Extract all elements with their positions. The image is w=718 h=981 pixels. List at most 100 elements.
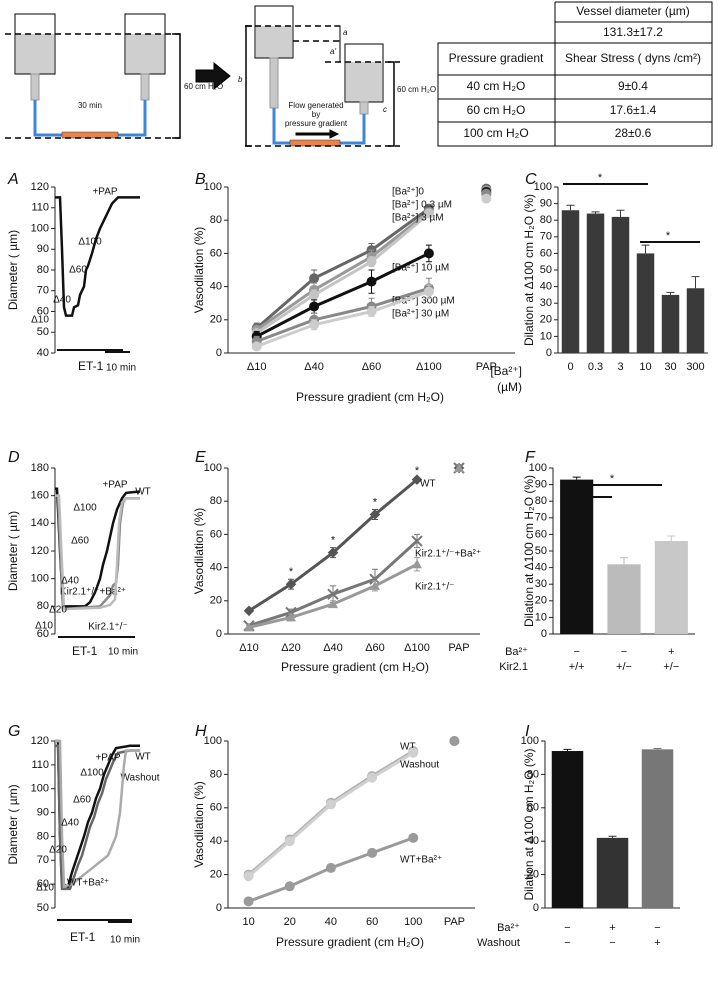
table-column: Pressure gradient [449,51,544,65]
trace [55,196,140,317]
y-tick-label: 100 [521,735,539,747]
row-value: +/+ [569,661,585,673]
legend-label: [Ba²⁺] 3 µM [392,213,444,224]
legend-label: Kir2.1⁺/⁻ [415,582,454,593]
row-value: + [654,937,660,949]
significance: * [373,496,378,508]
table-grid [437,1,713,147]
y-tick-label: 50 [37,326,49,338]
y-tick-label: 60 [540,247,552,259]
marker [367,847,378,858]
y-tick-label: 80 [540,214,552,226]
x-tick-label: 10 [242,916,254,928]
flow-label: Flow generated [288,101,343,110]
y-tick-label: 20 [210,869,222,881]
y-tick-label: 80 [37,830,49,842]
marker [411,474,423,485]
height-a: a [343,28,348,37]
y-tick-label: 110 [31,759,49,771]
row-value: − [654,922,660,934]
y-tick-label: 20 [535,595,547,607]
bracket [334,40,341,62]
y-tick-label: 10 [540,330,552,342]
y-tick-label: 20 [527,869,539,881]
y-tick-label: 100 [31,783,49,795]
y-tick-label: 80 [37,264,49,276]
legend-label: Kir2.1⁺/⁻ [88,622,127,633]
scale-label: 10 min [110,935,140,946]
bar [607,564,641,634]
marker [366,306,377,317]
reservoir-fluid [256,26,292,58]
bracket [245,25,252,147]
row-value: + [668,646,674,658]
y-axis-label: Vasodilation (%) [192,227,206,313]
marker [284,836,295,847]
annotation: Δ60 [71,536,89,547]
x-tick-label: 60 [366,916,378,928]
annotation: Δ60 [73,795,91,806]
marker [243,896,254,907]
marker [244,622,254,632]
scale-label: 10 min [108,647,138,658]
bar [654,541,688,634]
height-bracket [172,33,181,139]
panel-letter: H [195,723,207,740]
significance: * [598,172,603,184]
y-tick-label: 50 [37,902,49,914]
panel-letter: B [195,171,206,188]
marker [327,547,339,558]
error-bar [566,204,575,211]
y-tick-label: 40 [540,281,552,293]
marker [309,289,320,300]
y-tick-label: 60 [210,802,222,814]
scale-label: 10 min [106,363,136,374]
legend-label: WT [400,742,416,753]
panel-letter: I [525,723,530,740]
y-tick-label: 60 [527,802,539,814]
y-tick-label: 0 [216,902,222,914]
row-value: +/− [663,661,679,673]
x-tick-label: Δ60 [362,361,382,373]
height-label: 60 cm H₂O [397,85,436,94]
y-tick-label: 40 [527,835,539,847]
x-tick-label: Δ60 [365,642,385,654]
row-value: − [564,937,570,949]
y-tick-label: 40 [37,347,49,359]
x-tick-label: Δ100 [416,361,442,373]
annotation: Δ100 [80,768,104,779]
x-axis-label: Pressure gradient (cm H₂O) [276,935,424,949]
bar [551,751,584,908]
y-tick-label: 50 [535,545,547,557]
height-a-prime: a' [330,47,336,56]
error-bar [620,557,628,565]
y-tick-label: 100 [534,181,552,193]
y-tick-label: 140 [31,517,49,529]
x-axis-label: Pressure gradient (cm H₂O) [296,390,444,404]
bracket [388,61,395,147]
bar [636,253,655,353]
marker [423,286,434,297]
et1-label: ET-1 [78,359,104,373]
significance: * [610,473,615,485]
marker [366,276,377,287]
significance: * [331,535,336,547]
table-cell: 60 cm H₂O [467,103,526,117]
annotation: Δ100 [73,503,97,514]
reservoir-fluid [16,34,54,74]
flow-label: by [312,110,320,119]
y-tick-label: 100 [204,735,222,747]
row-value: − [573,646,579,658]
y-axis-label: Vasodilation (%) [192,508,206,594]
y-tick-label: 180 [31,462,49,474]
x-tick-label: 40 [325,916,337,928]
marker [408,747,419,758]
marker [325,862,336,873]
x-axis-label: Pressure gradient (cm H₂O) [281,660,429,674]
annotation: Δ40 [61,576,79,587]
y-tick-label: 80 [210,495,222,507]
significance: * [415,465,420,477]
marker [284,881,295,892]
x-tick-label: Δ100 [404,642,430,654]
height-b: b [238,75,243,84]
